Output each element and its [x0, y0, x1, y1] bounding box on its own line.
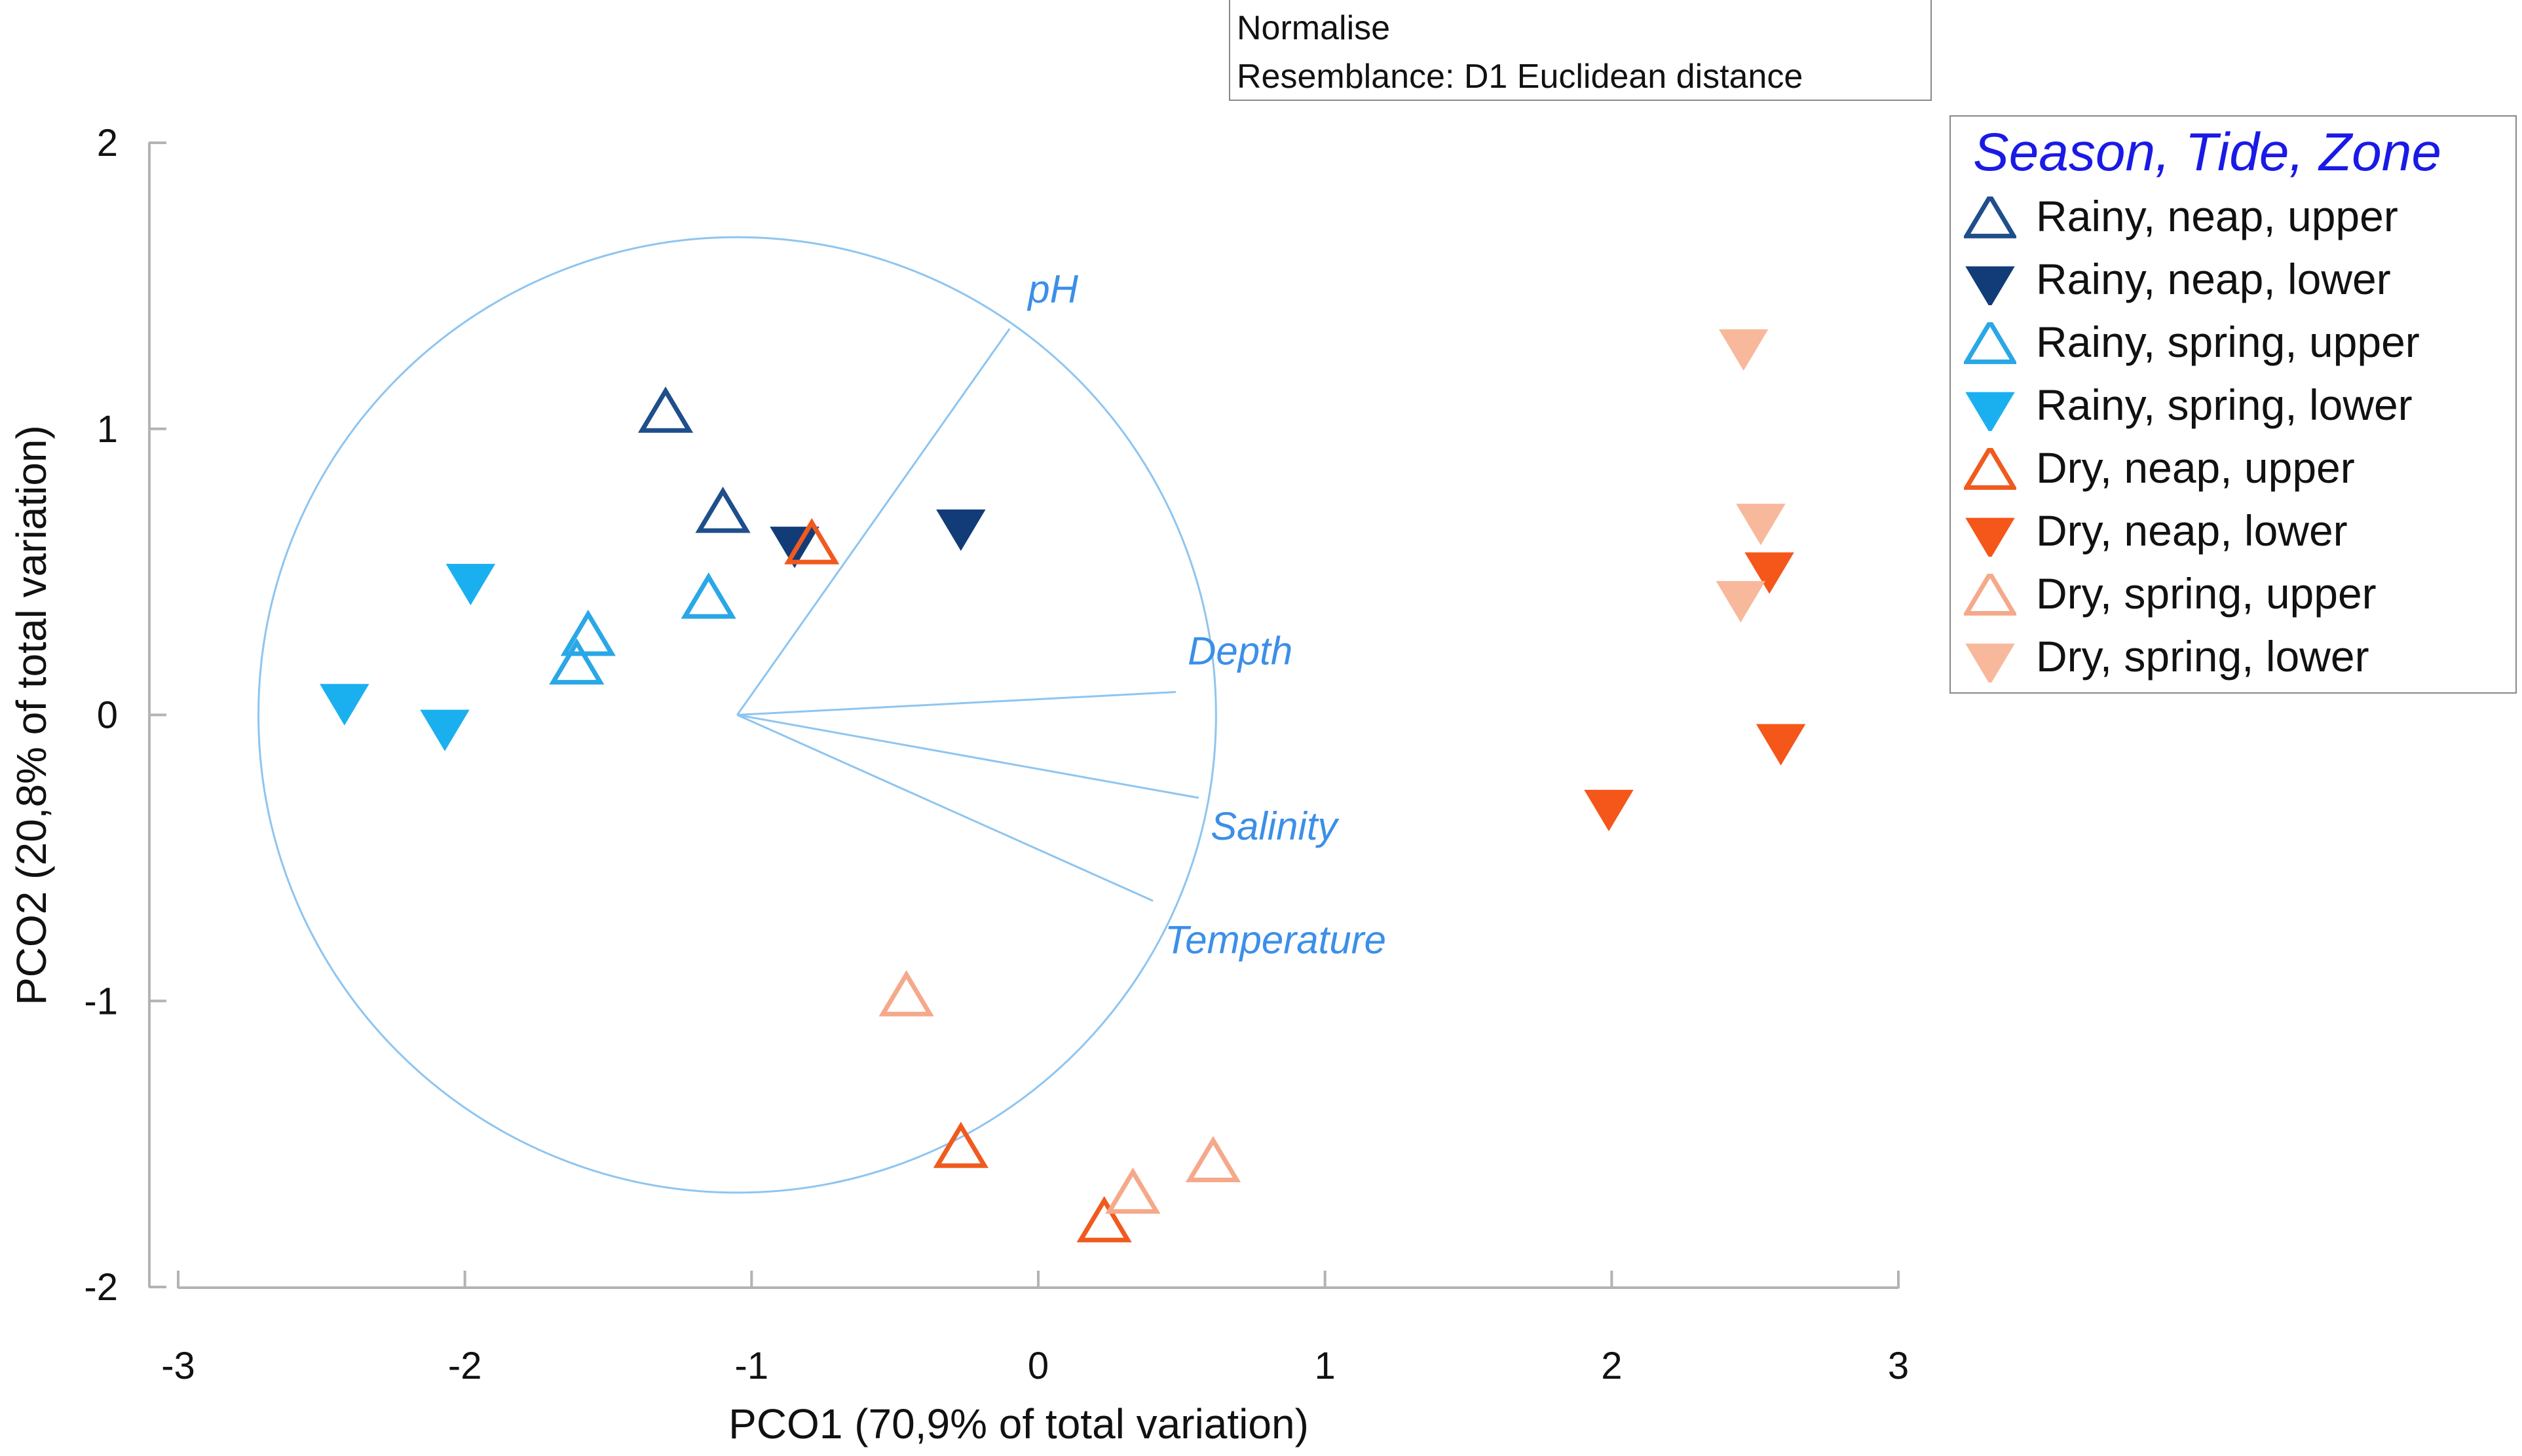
x-tick-label-6: 3 — [1888, 1345, 1909, 1387]
legend-marker — [1965, 517, 2015, 557]
legend-label: Rainy, neap, upper — [2036, 192, 2398, 240]
y-tick-label-3: 1 — [97, 408, 118, 451]
point-series5-1 — [1744, 552, 1794, 594]
x-tick-label-3: 0 — [1028, 1345, 1049, 1387]
x-tick-label-4: 1 — [1315, 1345, 1336, 1387]
triangle-down-icon — [1965, 392, 2015, 431]
triangle-up-icon — [1964, 574, 2016, 616]
x-tick-label-2: -1 — [735, 1345, 769, 1387]
resemblance-label: Resemblance: D1 Euclidean distance — [1237, 58, 1803, 96]
vector-salinity — [737, 714, 1199, 799]
point-series4-1 — [933, 1121, 988, 1168]
triangle-down-icon — [1965, 266, 2015, 305]
legend-marker — [1964, 448, 2016, 490]
vector-label-ph: pH — [1026, 267, 1078, 311]
legend-item: Dry, neap, lower — [1964, 502, 2514, 561]
resemblance-note: Normalise Resemblance: D1 Euclidean dist… — [1229, 0, 1932, 101]
triangle-down-icon — [1965, 643, 2015, 682]
point-series0-1 — [695, 486, 751, 533]
legend-marker — [1964, 322, 2016, 364]
legend-label: Rainy, spring, upper — [2036, 318, 2420, 366]
normalise-label: Normalise — [1237, 9, 1391, 47]
point-series6-1 — [1105, 1167, 1161, 1214]
point-series1-1 — [936, 509, 986, 551]
legend-item: Dry, spring, upper — [1964, 565, 2514, 624]
legend-item: Rainy, spring, upper — [1964, 313, 2514, 372]
legend-marker — [1965, 392, 2015, 431]
point-series2-0 — [560, 609, 616, 656]
legend-label: Dry, neap, lower — [2036, 506, 2348, 555]
vector-depth — [737, 691, 1176, 716]
vector-ph — [736, 328, 1011, 716]
correlation-circle — [257, 236, 1217, 1194]
point-series3-0 — [320, 684, 369, 726]
vector-temperature — [736, 714, 1154, 902]
triangle-down-icon — [1965, 517, 2015, 557]
point-series4-0 — [784, 518, 840, 565]
triangle-up-icon — [1964, 448, 2016, 490]
point-series6-2 — [1185, 1136, 1241, 1183]
legend-item: Dry, neap, upper — [1964, 439, 2514, 498]
point-series2-2 — [681, 572, 736, 619]
point-series5-2 — [1756, 724, 1806, 766]
legend-label: Dry, spring, upper — [2036, 569, 2377, 618]
point-series7-1 — [1736, 504, 1786, 546]
legend-marker — [1965, 643, 2015, 682]
y-tick-label-2: 0 — [97, 694, 118, 737]
point-series4-2 — [1076, 1196, 1132, 1242]
x-tick-label-5: 2 — [1601, 1345, 1622, 1387]
legend-label: Dry, neap, upper — [2036, 443, 2355, 492]
legend-title: Season, Tide, Zone — [1973, 122, 2441, 182]
point-series0-0 — [637, 386, 694, 433]
legend-label: Dry, spring, lower — [2036, 632, 2369, 681]
legend-label: Rainy, spring, lower — [2036, 381, 2413, 429]
x-tick-label-0: -3 — [161, 1345, 195, 1387]
y-tick-label-4: 2 — [97, 122, 118, 164]
point-series3-2 — [445, 563, 496, 606]
legend: Season, Tide, Zone Rainy, neap, upper Rai… — [1949, 115, 2517, 694]
y-tick-label-1: -1 — [84, 980, 118, 1022]
legend-marker — [1964, 196, 2016, 238]
legend-item: Rainy, spring, lower — [1964, 376, 2514, 435]
x-tick-label-1: -2 — [448, 1345, 482, 1387]
point-series7-0 — [1718, 329, 1769, 371]
legend-item: Rainy, neap, upper — [1964, 187, 2514, 246]
point-series5-0 — [1584, 789, 1634, 832]
legend-label: Rainy, neap, lower — [2036, 255, 2391, 303]
triangle-up-icon — [1964, 196, 2016, 238]
vector-label-depth: Depth — [1188, 629, 1292, 673]
triangle-up-icon — [1964, 322, 2016, 364]
point-series7-2 — [1716, 581, 1766, 623]
legend-item: Dry, spring, lower — [1964, 627, 2514, 686]
y-axis-label: PCO2 (20,8% of total variation) — [8, 425, 55, 1005]
point-series3-1 — [420, 709, 470, 751]
legend-marker — [1964, 574, 2016, 616]
vector-label-temperature: Temperature — [1165, 918, 1386, 961]
y-tick-label-0: -2 — [84, 1266, 118, 1309]
legend-item: Rainy, neap, lower — [1964, 250, 2514, 309]
vector-label-salinity: Salinity — [1211, 804, 1340, 848]
point-series2-1 — [549, 638, 605, 685]
point-series6-0 — [878, 970, 934, 1017]
x-axis-label: PCO1 (70,9% of total variation) — [728, 1400, 1309, 1447]
legend-marker — [1965, 266, 2015, 305]
